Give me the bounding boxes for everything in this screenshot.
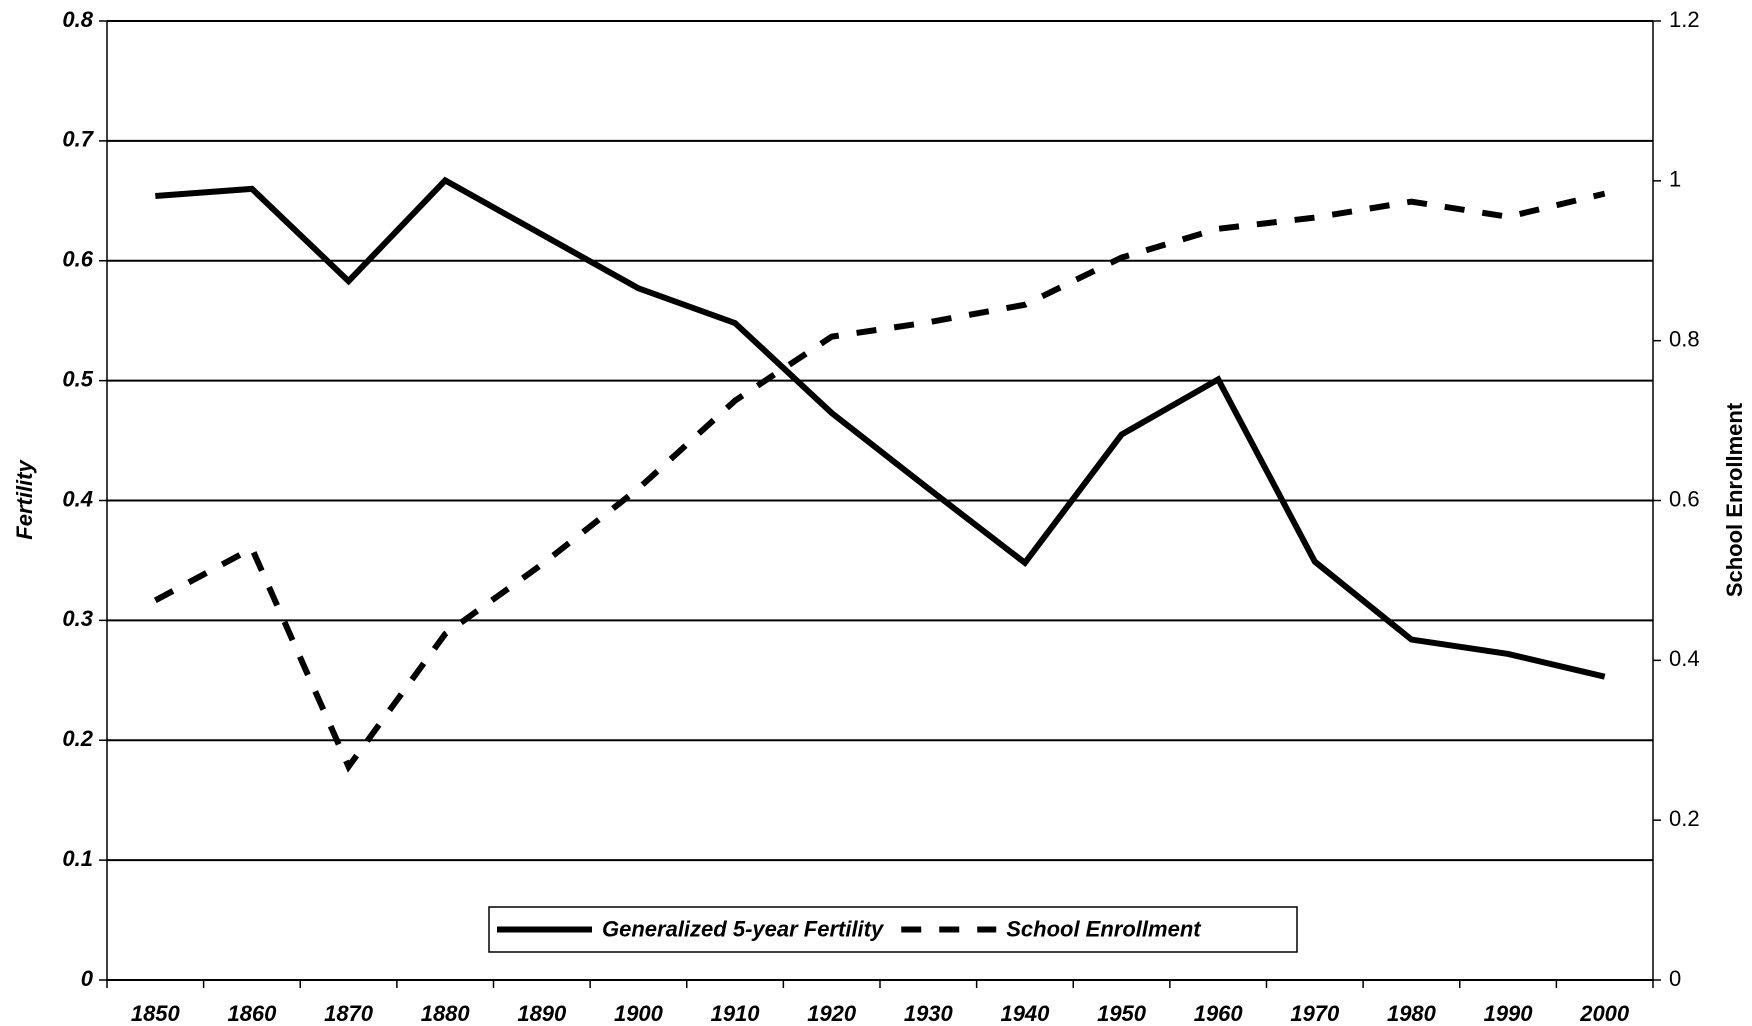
x-tick-label: 1990 — [1484, 1001, 1534, 1026]
y-tick-label: 0.2 — [62, 726, 93, 751]
y2-tick-label: 0 — [1669, 966, 1681, 991]
y2-tick-label: 0.8 — [1669, 326, 1700, 351]
x-tick-label: 1930 — [904, 1001, 954, 1026]
y2-tick-label: 1 — [1669, 167, 1681, 192]
x-tick-label: 2000 — [1579, 1001, 1630, 1026]
series-line — [153, 190, 1606, 773]
x-tick-label: 1890 — [517, 1001, 567, 1026]
x-tick-label: 1980 — [1387, 1001, 1437, 1026]
y-tick-label: 0.6 — [62, 247, 93, 272]
y-tick-label: 0.8 — [62, 7, 93, 32]
y2-tick-label: 1.2 — [1669, 7, 1700, 32]
legend-label: Generalized 5-year Fertility — [602, 916, 885, 941]
series-line — [155, 176, 1606, 680]
y-tick-label: 0.3 — [62, 606, 93, 631]
x-tick-label: 1880 — [421, 1001, 471, 1026]
x-tick-label: 1970 — [1290, 1001, 1340, 1026]
y-tick-label: 0.1 — [62, 846, 93, 871]
x-tick-label: 1870 — [324, 1001, 374, 1026]
x-tick-label: 1920 — [807, 1001, 857, 1026]
y2-tick-label: 0.4 — [1669, 646, 1700, 671]
y2-tick-label: 0.2 — [1669, 806, 1700, 831]
x-tick-label: 1850 — [131, 1001, 181, 1026]
y-tick-label: 0 — [81, 966, 94, 991]
x-tick-label: 1900 — [614, 1001, 664, 1026]
x-tick-label: 1940 — [1000, 1001, 1050, 1026]
x-tick-label: 1860 — [227, 1001, 277, 1026]
y-tick-label: 0.7 — [62, 127, 94, 152]
y2-tick-label: 0.6 — [1669, 486, 1700, 511]
y-axis-title: Fertility — [12, 459, 37, 540]
legend-label: School Enrollment — [1006, 916, 1202, 941]
x-tick-label: 1910 — [711, 1001, 761, 1026]
y-tick-label: 0.4 — [62, 486, 93, 511]
x-tick-label: 1960 — [1194, 1001, 1244, 1026]
y2-axis-title: School Enrollment — [1722, 402, 1747, 597]
y-tick-label: 0.5 — [62, 366, 93, 391]
x-tick-label: 1950 — [1097, 1001, 1147, 1026]
legend-box — [488, 906, 1298, 953]
